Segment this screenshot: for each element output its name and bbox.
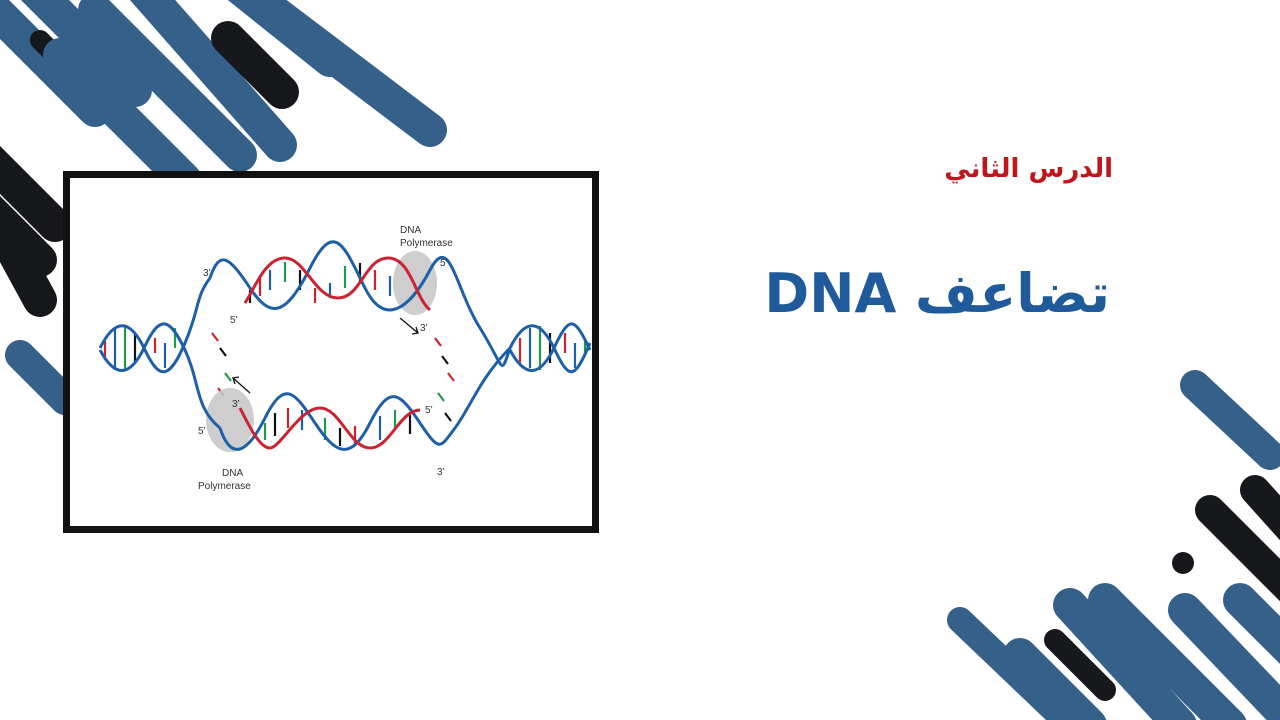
free-nucleotide [219, 347, 227, 357]
label-bottom-right-5: 5’ [425, 405, 433, 416]
base-pairs [103, 262, 587, 446]
polymerase-bottom-label-line1: DNA [222, 468, 243, 479]
free-nucleotide [224, 372, 232, 382]
parent-strand-right-b [508, 322, 592, 372]
free-nucleotide [447, 372, 455, 382]
lesson-subtitle: الدرس الثاني [944, 154, 1113, 184]
free-nucleotide [434, 337, 442, 347]
label-top-right-5: 5’ [440, 258, 448, 269]
label-bottom-left-5: 5’ [198, 426, 206, 437]
arrow-top [399, 317, 419, 334]
top-strand-red [243, 256, 432, 312]
free-nucleotide [437, 392, 445, 402]
parent-strand-left-b [98, 322, 221, 430]
label-top-left-3: 3’ [203, 268, 211, 279]
polymerase-top-label-line2: Polymerase [400, 238, 453, 249]
parent-strand-right-a [508, 324, 592, 374]
free-nucleotide [441, 355, 449, 365]
polymerase-bottom-blob [206, 388, 254, 452]
slide-title: تضاعف DNA [764, 262, 1110, 325]
label-bottom-left-3: 3’ [232, 399, 240, 410]
bottom-strand-red [238, 406, 421, 450]
top-strand-blue [208, 240, 512, 367]
free-nucleotide [444, 412, 452, 422]
arrow-bottom-head [232, 376, 240, 385]
dna-diagram-frame: DNA Polymerase DNA Polymerase 3’ 5’ 5’ 3… [63, 171, 599, 533]
parent-strand-left-a [98, 277, 212, 374]
label-top-right-3: 3’ [420, 323, 428, 334]
polymerase-top-label-line1: DNA [400, 225, 421, 236]
label-bottom-right-3: 3’ [437, 467, 445, 478]
arrow-top-head [411, 326, 419, 335]
bottom-strand-blue [218, 346, 512, 451]
label-top-inner-5: 5’ [230, 315, 238, 326]
polymerase-bottom-label-line2: Polymerase [198, 481, 251, 492]
free-nucleotide [211, 332, 219, 342]
dna-replication-diagram: DNA Polymerase DNA Polymerase 3’ 5’ 5’ 3… [98, 225, 592, 492]
arrow-bottom [232, 377, 251, 394]
